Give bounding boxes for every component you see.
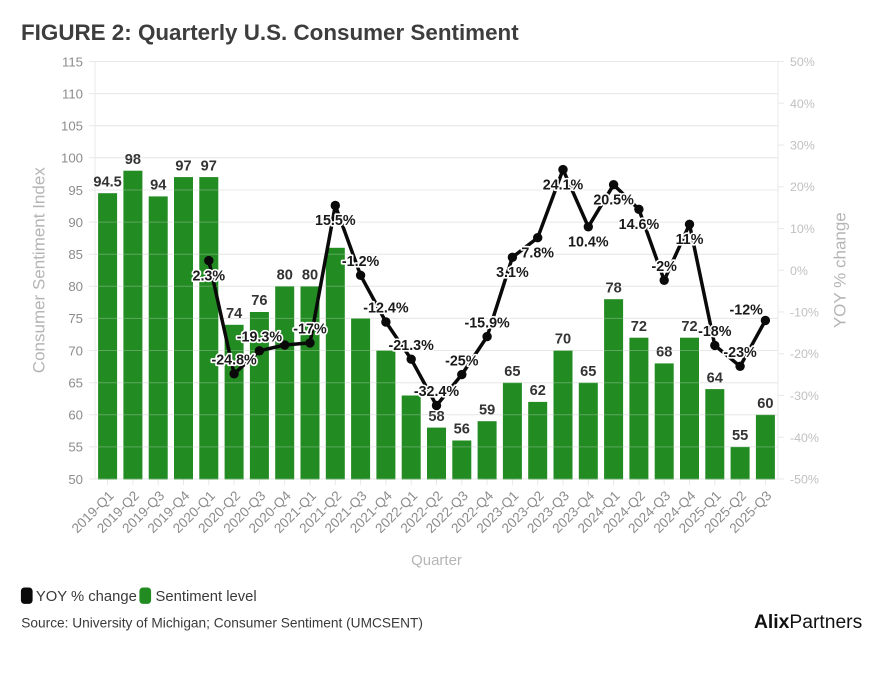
svg-text:62: 62 bbox=[530, 383, 546, 399]
svg-text:-12.4%: -12.4% bbox=[363, 301, 409, 317]
svg-text:-10%: -10% bbox=[790, 306, 819, 320]
svg-text:60: 60 bbox=[757, 396, 773, 412]
svg-text:-15.9%: -15.9% bbox=[464, 315, 510, 331]
svg-text:65: 65 bbox=[580, 364, 596, 380]
svg-text:40%: 40% bbox=[790, 97, 815, 111]
svg-text:-17%: -17% bbox=[293, 322, 327, 338]
svg-text:80: 80 bbox=[302, 268, 318, 284]
svg-text:95: 95 bbox=[68, 183, 83, 198]
svg-text:15.5%: 15.5% bbox=[315, 213, 356, 229]
svg-text:-30%: -30% bbox=[790, 389, 819, 403]
svg-text:50: 50 bbox=[68, 472, 83, 487]
svg-text:115: 115 bbox=[62, 54, 83, 69]
svg-text:76: 76 bbox=[251, 293, 267, 309]
svg-text:68: 68 bbox=[656, 345, 672, 361]
svg-text:97: 97 bbox=[201, 158, 217, 174]
svg-text:94.5: 94.5 bbox=[93, 174, 121, 190]
svg-text:97: 97 bbox=[175, 158, 191, 174]
svg-text:59: 59 bbox=[479, 402, 495, 418]
svg-text:YOY % change: YOY % change bbox=[831, 212, 850, 328]
svg-text:-24.8%: -24.8% bbox=[211, 353, 257, 369]
svg-text:-18%: -18% bbox=[698, 324, 732, 340]
svg-text:FIGURE 2: Quarterly U.S. Consu: FIGURE 2: Quarterly U.S. Consumer Sentim… bbox=[21, 20, 519, 45]
svg-text:100: 100 bbox=[61, 151, 83, 166]
svg-text:0%: 0% bbox=[790, 264, 808, 278]
svg-text:Source: University of Michigan: Source: University of Michigan; Consumer… bbox=[21, 616, 423, 631]
svg-text:-40%: -40% bbox=[790, 431, 819, 445]
svg-text:-12%: -12% bbox=[730, 302, 764, 318]
svg-text:70: 70 bbox=[555, 332, 571, 348]
svg-text:80: 80 bbox=[68, 279, 83, 294]
svg-text:98: 98 bbox=[125, 152, 141, 168]
svg-text:58: 58 bbox=[428, 409, 444, 425]
svg-text:Quarter: Quarter bbox=[411, 552, 462, 569]
svg-text:20.5%: 20.5% bbox=[593, 192, 634, 208]
svg-text:3.1%: 3.1% bbox=[496, 265, 529, 281]
svg-text:-2%: -2% bbox=[651, 259, 677, 275]
svg-text:Consumer Sentiment Index: Consumer Sentiment Index bbox=[30, 167, 49, 373]
svg-text:-21.3%: -21.3% bbox=[389, 338, 435, 354]
svg-text:70: 70 bbox=[68, 343, 83, 358]
svg-text:YOY % change: YOY % change bbox=[36, 589, 137, 605]
svg-text:105: 105 bbox=[61, 119, 83, 134]
svg-text:55: 55 bbox=[68, 440, 83, 455]
svg-text:11%: 11% bbox=[676, 232, 704, 248]
svg-text:78: 78 bbox=[605, 280, 621, 296]
svg-text:AlixPartners: AlixPartners bbox=[754, 612, 862, 633]
svg-text:10.4%: 10.4% bbox=[568, 235, 609, 251]
svg-text:-1.2%: -1.2% bbox=[342, 254, 380, 270]
svg-text:14.6%: 14.6% bbox=[619, 217, 660, 233]
svg-text:65: 65 bbox=[504, 364, 520, 380]
svg-text:2.3%: 2.3% bbox=[193, 268, 226, 284]
svg-text:94: 94 bbox=[150, 178, 167, 194]
svg-text:64: 64 bbox=[707, 370, 724, 386]
svg-text:72: 72 bbox=[631, 319, 647, 335]
svg-text:85: 85 bbox=[68, 247, 83, 262]
svg-text:-25%: -25% bbox=[445, 353, 479, 369]
svg-text:30%: 30% bbox=[790, 139, 815, 153]
svg-text:50%: 50% bbox=[790, 55, 815, 69]
svg-text:110: 110 bbox=[62, 86, 83, 101]
svg-text:-23%: -23% bbox=[723, 345, 757, 361]
svg-text:Sentiment level: Sentiment level bbox=[156, 589, 257, 605]
svg-text:65: 65 bbox=[68, 376, 83, 391]
svg-text:74: 74 bbox=[226, 306, 243, 322]
svg-text:-32.4%: -32.4% bbox=[414, 384, 460, 400]
svg-text:75: 75 bbox=[68, 311, 83, 326]
svg-text:72: 72 bbox=[681, 319, 697, 335]
svg-text:-50%: -50% bbox=[790, 473, 819, 487]
svg-text:60: 60 bbox=[68, 408, 83, 423]
svg-text:7.8%: 7.8% bbox=[521, 245, 554, 261]
svg-text:56: 56 bbox=[454, 422, 470, 438]
svg-text:-20%: -20% bbox=[790, 347, 819, 361]
svg-text:10%: 10% bbox=[790, 222, 815, 236]
svg-text:55: 55 bbox=[732, 428, 748, 444]
svg-text:24.1%: 24.1% bbox=[543, 177, 584, 193]
svg-text:90: 90 bbox=[68, 215, 83, 230]
svg-text:80: 80 bbox=[277, 268, 293, 284]
svg-text:20%: 20% bbox=[790, 180, 815, 194]
svg-text:-19.3%: -19.3% bbox=[237, 330, 283, 346]
